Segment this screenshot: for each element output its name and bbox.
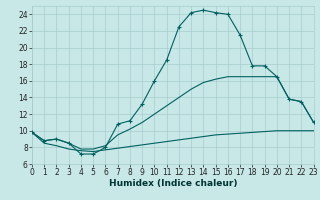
- X-axis label: Humidex (Indice chaleur): Humidex (Indice chaleur): [108, 179, 237, 188]
